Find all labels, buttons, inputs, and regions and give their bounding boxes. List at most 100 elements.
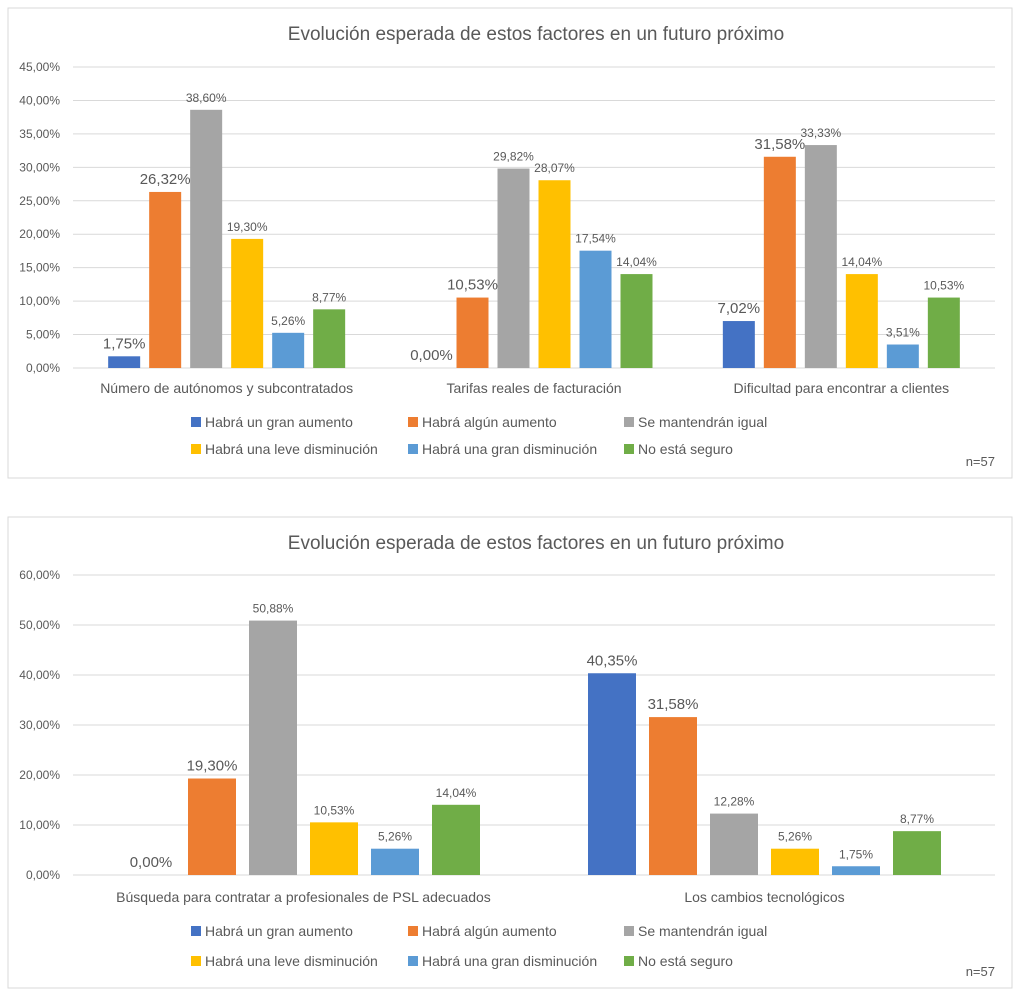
data-label: 50,88% bbox=[253, 602, 294, 616]
legend-item: Habrá una leve disminución bbox=[191, 953, 378, 969]
y-tick-label: 25,00% bbox=[19, 194, 60, 208]
data-label: 19,30% bbox=[227, 220, 268, 234]
bar bbox=[588, 673, 636, 875]
legend-swatch bbox=[408, 444, 418, 454]
data-label: 31,58% bbox=[648, 696, 699, 713]
chart-title: Evolución esperada de estos factores en … bbox=[288, 533, 784, 554]
legend-item: Habrá una gran disminución bbox=[408, 441, 597, 457]
y-tick-label: 40,00% bbox=[19, 668, 60, 682]
data-label: 1,75% bbox=[103, 335, 146, 352]
data-label: 7,02% bbox=[718, 300, 761, 317]
legend-swatch bbox=[408, 926, 418, 936]
category-label: Dificultad para encontrar a clientes bbox=[734, 380, 950, 396]
y-tick-label: 40,00% bbox=[19, 93, 60, 107]
y-tick-label: 50,00% bbox=[19, 618, 60, 632]
bar bbox=[710, 813, 758, 875]
y-tick-label: 10,00% bbox=[19, 818, 60, 832]
bar bbox=[832, 866, 880, 875]
y-tick-label: 0,00% bbox=[26, 868, 60, 882]
bar bbox=[231, 238, 264, 368]
bar bbox=[845, 274, 878, 368]
bar bbox=[249, 620, 297, 875]
data-label: 8,77% bbox=[312, 290, 346, 304]
legend-label: Habrá algún aumento bbox=[422, 923, 557, 939]
bar bbox=[188, 778, 236, 875]
legend-label: Habrá una leve disminución bbox=[205, 953, 378, 969]
legend-swatch bbox=[624, 444, 634, 454]
y-tick-label: 30,00% bbox=[19, 718, 60, 732]
legend-label: Habrá un gran aumento bbox=[205, 923, 353, 939]
chart-title: Evolución esperada de estos factores en … bbox=[288, 24, 784, 45]
legend-item: Habrá algún aumento bbox=[408, 923, 557, 939]
data-label: 38,60% bbox=[186, 91, 227, 105]
legend-item: No está seguro bbox=[624, 441, 733, 457]
legend-swatch bbox=[408, 956, 418, 966]
data-label: 33,33% bbox=[800, 126, 841, 140]
y-tick-label: 20,00% bbox=[19, 227, 60, 241]
bar bbox=[893, 831, 941, 875]
y-tick-label: 30,00% bbox=[19, 160, 60, 174]
bar bbox=[313, 309, 346, 368]
legend-label: Habrá un gran aumento bbox=[205, 414, 353, 430]
bar bbox=[927, 297, 960, 368]
legend-item: Habrá una gran disminución bbox=[408, 953, 597, 969]
bar bbox=[771, 848, 819, 875]
bar bbox=[149, 191, 182, 368]
legend-item: Habrá algún aumento bbox=[408, 414, 557, 430]
legend-swatch bbox=[191, 444, 201, 454]
legend-item: No está seguro bbox=[624, 953, 733, 969]
data-label: 19,30% bbox=[187, 758, 238, 775]
bar bbox=[432, 804, 480, 875]
y-tick-label: 0,00% bbox=[26, 361, 60, 375]
data-label: 0,00% bbox=[130, 854, 173, 871]
data-label: 14,04% bbox=[436, 786, 477, 800]
data-label: 10,53% bbox=[314, 803, 355, 817]
legend-label: Habrá una gran disminución bbox=[422, 441, 597, 457]
y-tick-label: 45,00% bbox=[19, 60, 60, 74]
data-label: 29,82% bbox=[493, 150, 534, 164]
legend-item: Se mantendrán igual bbox=[624, 414, 767, 430]
bar bbox=[272, 332, 305, 368]
chart-2: Evolución esperada de estos factores en … bbox=[7, 516, 1013, 989]
data-label: 10,53% bbox=[447, 277, 498, 294]
y-tick-label: 5,00% bbox=[26, 328, 60, 342]
sample-size-note: n=57 bbox=[966, 454, 995, 469]
bar bbox=[538, 180, 571, 368]
data-label: 3,51% bbox=[886, 326, 920, 340]
legend-item: Habrá un gran aumento bbox=[191, 414, 353, 430]
legend-label: No está seguro bbox=[638, 953, 733, 969]
legend-swatch bbox=[191, 956, 201, 966]
data-label: 8,77% bbox=[900, 812, 934, 826]
legend-swatch bbox=[624, 926, 634, 936]
y-tick-label: 20,00% bbox=[19, 768, 60, 782]
y-tick-label: 10,00% bbox=[19, 294, 60, 308]
bar bbox=[579, 250, 612, 368]
category-label: Número de autónomos y subcontratados bbox=[100, 380, 353, 396]
bar bbox=[497, 168, 530, 368]
bar bbox=[310, 822, 358, 875]
data-label: 14,04% bbox=[616, 255, 657, 269]
bar bbox=[649, 717, 697, 875]
data-label: 1,75% bbox=[839, 847, 873, 861]
legend-swatch bbox=[191, 417, 201, 427]
bar bbox=[456, 297, 489, 368]
y-tick-label: 15,00% bbox=[19, 261, 60, 275]
chart-frame bbox=[7, 516, 1013, 989]
legend-swatch bbox=[191, 926, 201, 936]
bar bbox=[763, 156, 796, 368]
legend-label: No está seguro bbox=[638, 441, 733, 457]
category-label: Los cambios tecnológicos bbox=[684, 889, 844, 905]
bar bbox=[886, 344, 919, 368]
y-tick-label: 60,00% bbox=[19, 568, 60, 582]
data-label: 5,26% bbox=[778, 830, 812, 844]
data-label: 17,54% bbox=[575, 232, 616, 246]
data-label: 31,58% bbox=[754, 136, 805, 153]
legend-item: Se mantendrán igual bbox=[624, 923, 767, 939]
data-label: 10,53% bbox=[923, 279, 964, 293]
bar bbox=[108, 356, 141, 368]
legend-swatch bbox=[408, 417, 418, 427]
data-label: 26,32% bbox=[140, 171, 191, 188]
bar bbox=[804, 145, 837, 368]
bar bbox=[620, 274, 653, 368]
